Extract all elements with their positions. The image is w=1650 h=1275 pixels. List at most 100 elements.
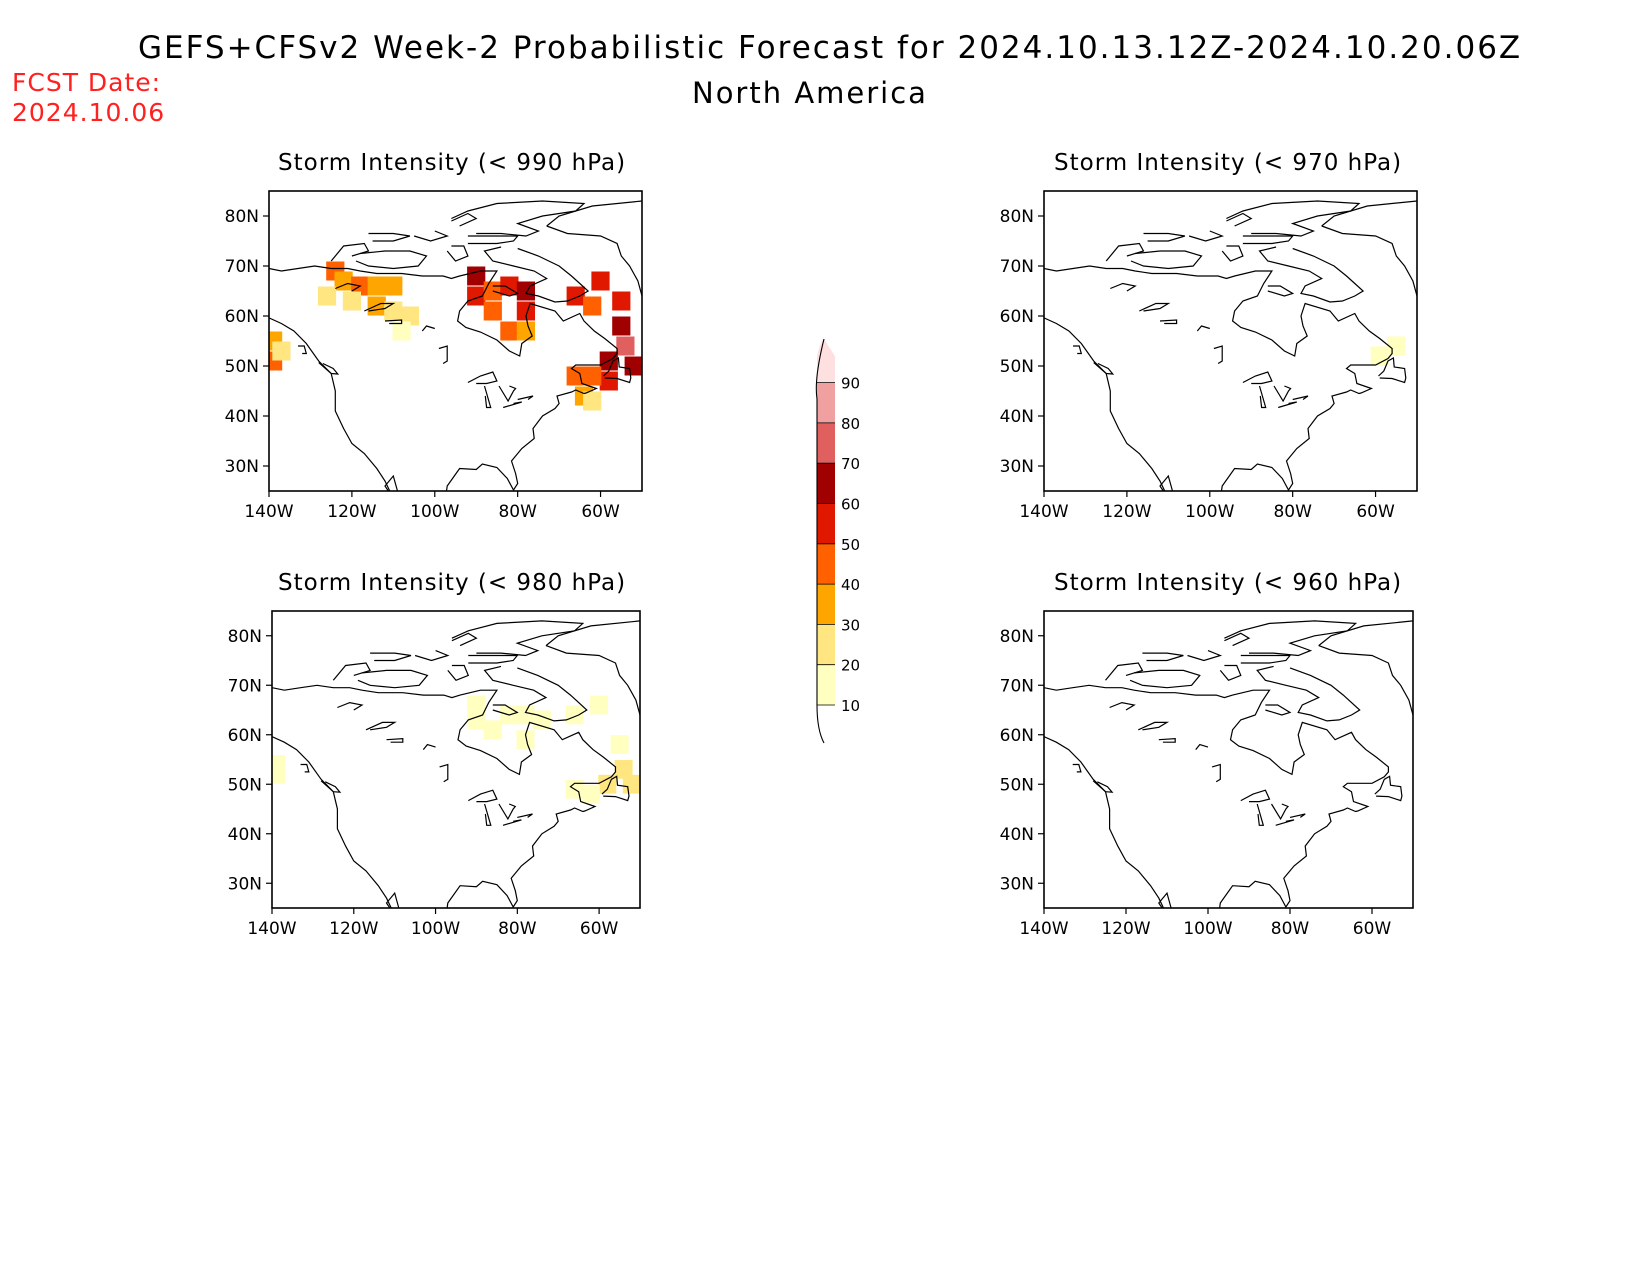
probability-cell	[610, 735, 629, 754]
coastline	[1240, 654, 1292, 664]
probability-cell	[467, 286, 486, 306]
coastline	[1105, 242, 1145, 262]
coastline	[1129, 669, 1201, 689]
lat-tick-label: 30N	[228, 874, 262, 894]
coastline	[318, 362, 340, 375]
coastline	[546, 225, 642, 298]
lat-tick-label: 70N	[225, 257, 259, 277]
coastline	[1256, 803, 1265, 826]
colorbar-bin	[817, 503, 835, 544]
coastline	[370, 652, 412, 662]
map-panel-3	[1044, 620, 1413, 908]
lat-tick-label: 60N	[1000, 726, 1034, 746]
coastline	[368, 232, 411, 242]
lat-tick-label: 80N	[1000, 207, 1034, 227]
lon-tick-label: 60W	[1356, 502, 1395, 522]
coastline	[603, 357, 632, 384]
coastline	[1188, 230, 1225, 242]
coastline	[1044, 258, 1393, 491]
colorbar-label: 70	[841, 455, 860, 473]
coastline	[483, 665, 588, 722]
colorbar-bin	[817, 422, 835, 464]
coastline	[357, 669, 429, 689]
lon-tick-label: 100W	[1183, 919, 1232, 939]
coastline	[1211, 763, 1221, 783]
colorbar-bin	[817, 584, 835, 625]
probability-cell	[599, 371, 618, 391]
colorbar: 10 20 30 40 50 60 70 80 90	[815, 338, 860, 744]
probability-cell	[590, 695, 609, 715]
lon-tick-label: 60W	[581, 502, 620, 522]
coastline	[330, 242, 370, 262]
colorbar-label: 10	[841, 697, 860, 715]
coastline	[451, 200, 586, 237]
region-title: North America	[692, 76, 928, 110]
colorbar-label: 60	[841, 496, 860, 514]
coastline	[1258, 246, 1365, 303]
coastline	[502, 819, 522, 826]
coastline	[1273, 385, 1292, 403]
probability-cell	[612, 316, 631, 336]
coastline	[451, 212, 478, 227]
coastline	[492, 285, 520, 297]
lon-tick-label: 120W	[329, 919, 378, 939]
colorbar-label: 30	[841, 616, 860, 634]
coastline	[337, 701, 364, 711]
coastline	[1265, 704, 1292, 716]
coastline	[447, 664, 470, 682]
coastline	[1226, 212, 1253, 227]
coastline	[1072, 763, 1082, 773]
coastline	[365, 721, 397, 731]
coastline	[298, 345, 308, 355]
lat-tick-label: 70N	[228, 676, 262, 696]
probability-cell	[516, 705, 535, 725]
coastline	[1187, 650, 1223, 662]
coastline	[517, 813, 533, 818]
lon-tick-label: 100W	[410, 502, 459, 522]
coastline	[438, 345, 448, 365]
coastline	[1158, 738, 1176, 743]
probability-cell	[467, 695, 486, 715]
coastline	[320, 780, 342, 793]
lat-tick-label: 50N	[225, 357, 259, 377]
coastline	[1110, 282, 1137, 292]
lon-tick-label: 120W	[327, 502, 376, 522]
probability-cell	[566, 286, 585, 306]
coastline	[1258, 385, 1267, 409]
probability-cell	[400, 306, 419, 326]
coastline	[1109, 701, 1136, 711]
coastline	[1224, 620, 1358, 657]
lat-tick-label: 70N	[1000, 676, 1034, 696]
panel-title-990: Storm Intensity (< 990 hPa)	[278, 150, 627, 176]
probability-cell	[483, 720, 502, 740]
coastline	[468, 654, 519, 664]
coastline	[1242, 371, 1273, 385]
probability-cell	[272, 341, 291, 361]
coastline	[414, 650, 450, 662]
coastline	[1195, 743, 1209, 750]
lat-tick-label: 50N	[1000, 357, 1034, 377]
coastline	[1196, 325, 1210, 332]
lat-tick-label: 70N	[1000, 257, 1034, 277]
coastline	[386, 738, 404, 743]
coastline	[484, 803, 492, 826]
probability-cell	[624, 356, 642, 376]
probability-cell	[317, 286, 337, 306]
coastline	[446, 245, 469, 262]
lat-tick-label: 30N	[225, 457, 259, 477]
coastline	[422, 743, 436, 750]
lat-tick-label: 60N	[1000, 307, 1034, 327]
coastline	[300, 763, 310, 773]
coastline	[1378, 357, 1407, 384]
colorbar-label: 20	[841, 657, 860, 675]
coastline	[272, 677, 617, 908]
coastline	[468, 789, 498, 803]
fcst-date-label: FCST Date:	[12, 68, 162, 97]
probability-cell	[583, 296, 602, 316]
coastline	[1139, 302, 1171, 312]
probability-cell	[342, 291, 361, 311]
probability-cell	[616, 336, 635, 356]
map-panel-1	[1044, 200, 1417, 491]
lon-tick-label: 140W	[247, 919, 296, 939]
